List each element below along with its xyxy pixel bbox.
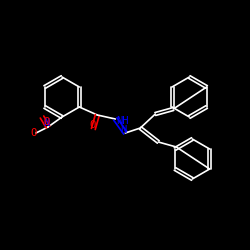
Text: O: O — [31, 128, 37, 138]
Text: O: O — [43, 117, 49, 127]
Text: NH: NH — [116, 116, 129, 126]
Text: N: N — [120, 125, 126, 135]
Text: O: O — [89, 120, 96, 130]
Text: N: N — [44, 118, 50, 128]
